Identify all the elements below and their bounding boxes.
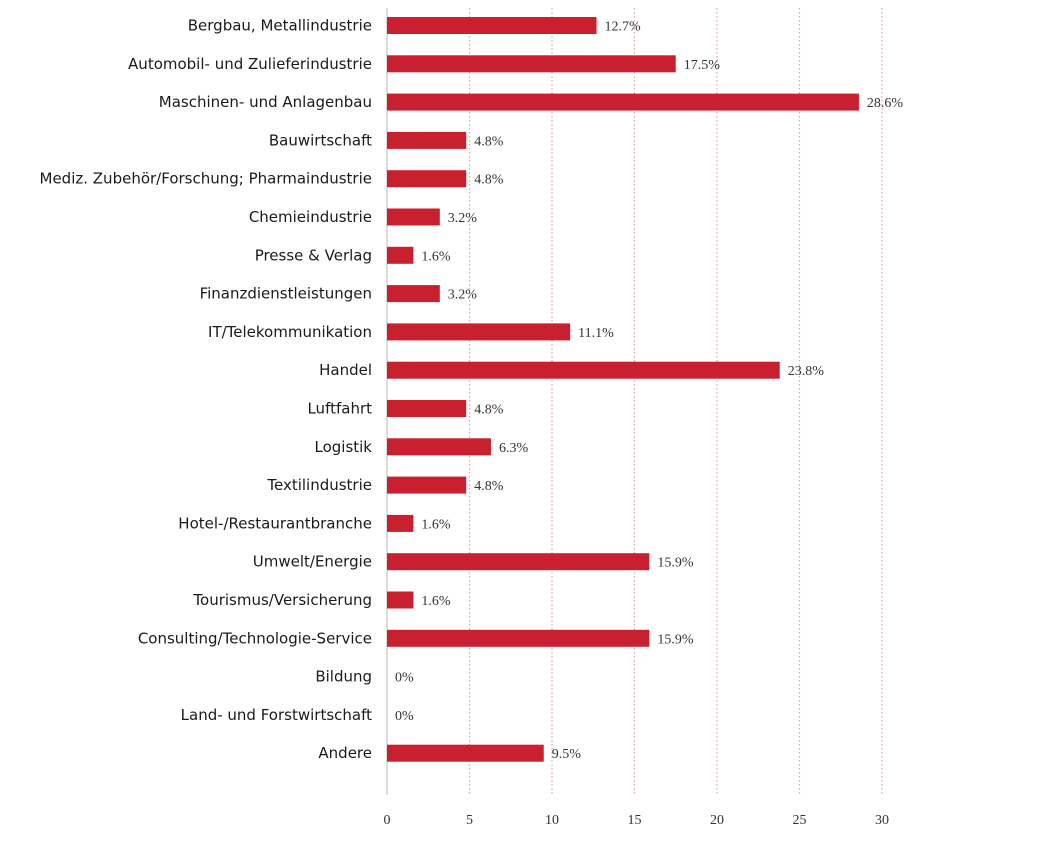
bar xyxy=(387,591,414,609)
label-layer: Bergbau, Metallindustrie 12.7% Automobil- … xyxy=(40,17,904,763)
bar xyxy=(387,438,491,456)
value-label: 15.9% xyxy=(657,632,694,647)
value-label: 0% xyxy=(395,709,414,724)
category-label: Finanzdienstleistungen xyxy=(200,285,372,303)
value-label: 4.8% xyxy=(474,173,504,188)
category-label: Umwelt/Energie xyxy=(253,553,372,571)
value-label: 0% xyxy=(395,671,414,686)
x-tick-label: 15 xyxy=(628,813,642,828)
category-label: Mediz. Zubehör/Forschung; Pharmaindustri… xyxy=(40,170,372,188)
category-label: Tourismus/Versicherung xyxy=(192,591,372,609)
value-label: 11.1% xyxy=(578,326,614,341)
bar xyxy=(387,323,571,341)
category-label: Luftfahrt xyxy=(307,400,372,418)
bar xyxy=(387,246,414,264)
value-label: 12.7% xyxy=(605,20,642,35)
category-label: Logistik xyxy=(314,438,372,456)
category-label: Bildung xyxy=(315,668,372,686)
category-label: Consulting/Technologie-Service xyxy=(138,629,372,647)
axis-layer: 0 5 10 15 20 25 30 xyxy=(384,8,889,828)
bar xyxy=(387,170,467,188)
category-label: Handel xyxy=(319,361,372,379)
category-label: Presse & Verlag xyxy=(255,246,372,264)
value-label: 1.6% xyxy=(421,517,451,532)
x-tick-label: 25 xyxy=(793,813,807,828)
value-label: 4.8% xyxy=(474,403,504,418)
value-label: 6.3% xyxy=(499,441,529,456)
grid-layer xyxy=(468,8,883,795)
category-label: Maschinen- und Anlagenbau xyxy=(159,93,372,111)
bar xyxy=(387,629,650,647)
bar xyxy=(387,514,414,532)
bar-layer xyxy=(387,17,859,762)
bar xyxy=(387,131,467,149)
bar xyxy=(387,17,597,34)
bar xyxy=(387,55,676,73)
bar xyxy=(387,361,780,379)
value-label: 15.9% xyxy=(657,556,694,571)
value-label: 3.2% xyxy=(448,211,478,226)
value-label: 4.8% xyxy=(474,479,504,494)
value-label: 1.6% xyxy=(421,594,451,609)
category-label: Automobil- und Zulieferindustrie xyxy=(128,55,372,73)
value-label: 23.8% xyxy=(788,364,825,379)
value-label: 4.8% xyxy=(474,134,504,149)
category-label: Bergbau, Metallindustrie xyxy=(188,17,372,35)
bar xyxy=(387,476,467,494)
value-label: 3.2% xyxy=(448,288,478,303)
category-label: Textilindustrie xyxy=(266,476,372,494)
bar xyxy=(387,93,859,111)
category-label: Hotel-/Restaurantbranche xyxy=(178,514,372,532)
value-label: 1.6% xyxy=(421,249,451,264)
category-label: Bauwirtschaft xyxy=(269,131,372,149)
bar xyxy=(387,400,467,417)
value-label: 9.5% xyxy=(552,747,582,762)
category-label: Andere xyxy=(318,744,372,762)
bar xyxy=(387,208,440,226)
x-tick-label: 5 xyxy=(466,813,473,828)
x-tick-label: 10 xyxy=(545,813,559,828)
bar xyxy=(387,744,544,762)
category-label: Land- und Forstwirtschaft xyxy=(181,706,372,724)
x-tick-label: 0 xyxy=(384,813,391,828)
value-label: 17.5% xyxy=(684,58,721,73)
category-label: IT/Telekommunikation xyxy=(208,323,372,341)
bar xyxy=(387,285,440,303)
value-label: 28.6% xyxy=(867,96,904,111)
x-tick-label: 30 xyxy=(875,813,889,828)
category-label: Chemieindustrie xyxy=(249,208,372,226)
x-tick-label: 20 xyxy=(710,813,724,828)
bar xyxy=(387,553,650,571)
